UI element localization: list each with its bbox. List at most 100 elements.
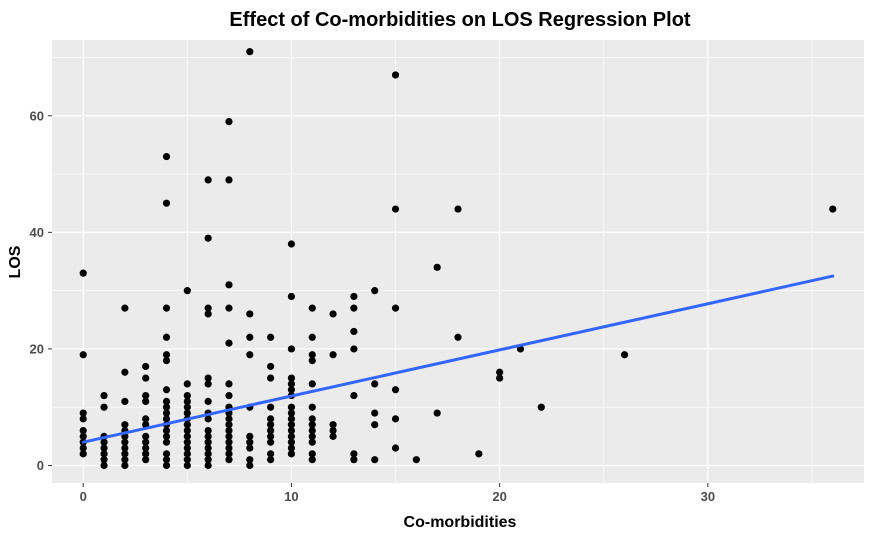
y-tick-label: 40: [30, 225, 44, 240]
data-point: [142, 397, 150, 405]
data-point: [204, 456, 212, 464]
data-point: [100, 438, 108, 446]
x-tick-label: 10: [284, 489, 298, 504]
data-point: [162, 356, 171, 365]
data-point: [225, 432, 233, 440]
data-point: [287, 380, 296, 388]
data-point: [475, 450, 483, 458]
data-point: [204, 415, 212, 423]
data-point: [308, 304, 316, 312]
data-point: [121, 456, 129, 464]
x-tick-label: 30: [701, 489, 715, 504]
data-point: [225, 456, 233, 464]
data-point: [308, 426, 316, 435]
data-point: [287, 432, 296, 440]
data-point: [454, 333, 462, 341]
data-point: [391, 386, 400, 394]
x-axis-title: Co-morbidities: [404, 514, 517, 531]
data-point: [183, 461, 191, 470]
data-point: [142, 456, 150, 464]
data-point: [829, 205, 837, 213]
data-point: [162, 461, 171, 470]
data-point: [183, 397, 191, 405]
data-point: [246, 351, 254, 359]
data-point: [183, 287, 191, 295]
data-point: [267, 426, 275, 435]
data-point: [121, 461, 129, 470]
data-point: [287, 438, 296, 446]
data-point: [267, 362, 275, 371]
data-point: [287, 409, 296, 417]
data-point: [287, 450, 296, 458]
data-point: [183, 409, 191, 417]
data-point: [121, 368, 129, 376]
data-point: [267, 432, 275, 440]
data-point: [225, 444, 233, 452]
data-point: [350, 292, 358, 301]
data-point: [371, 421, 379, 429]
data-point: [183, 380, 191, 388]
data-point: [121, 304, 129, 312]
data-point: [350, 450, 358, 458]
data-point: [267, 421, 275, 429]
data-point: [225, 281, 233, 289]
data-point: [225, 415, 233, 423]
data-point: [225, 304, 233, 312]
data-point: [204, 310, 212, 318]
data-point: [267, 415, 275, 423]
data-point: [391, 415, 400, 423]
data-point: [391, 71, 400, 79]
data-point: [496, 368, 504, 376]
data-point: [454, 205, 462, 213]
data-point: [350, 304, 358, 312]
data-point: [183, 391, 191, 400]
data-point: [204, 374, 212, 382]
data-point: [246, 333, 254, 341]
data-point: [225, 380, 233, 388]
data-point: [162, 351, 171, 359]
data-point: [287, 415, 296, 423]
data-point: [142, 444, 150, 452]
data-point: [246, 48, 254, 56]
data-point: [350, 327, 358, 336]
data-point: [391, 304, 400, 312]
data-point: [204, 438, 212, 446]
y-tick-label: 0: [37, 458, 44, 473]
data-point: [183, 421, 191, 429]
data-point: [183, 456, 191, 464]
data-point: [162, 450, 171, 458]
data-point: [287, 240, 296, 248]
data-point: [433, 409, 441, 417]
data-point: [142, 391, 150, 400]
data-point: [371, 409, 379, 417]
data-point: [142, 438, 150, 446]
data-point: [496, 374, 504, 382]
data-point: [142, 450, 150, 458]
data-point: [121, 438, 129, 446]
data-point: [204, 176, 212, 184]
data-point: [287, 444, 296, 452]
data-point: [308, 438, 316, 446]
data-point: [246, 461, 254, 470]
data-point: [142, 374, 150, 382]
data-point: [79, 415, 87, 423]
data-point: [79, 426, 87, 435]
data-point: [162, 432, 171, 440]
data-point: [162, 386, 171, 394]
data-point: [162, 415, 171, 423]
data-point: [246, 438, 254, 446]
data-point: [225, 426, 233, 435]
data-point: [287, 421, 296, 429]
data-point: [162, 438, 171, 446]
data-point: [433, 263, 441, 271]
data-point: [350, 345, 358, 353]
data-point: [204, 432, 212, 440]
data-point: [287, 386, 296, 394]
data-point: [308, 356, 316, 365]
data-point: [225, 438, 233, 446]
data-point: [162, 152, 171, 161]
data-point: [267, 333, 275, 341]
data-point: [79, 450, 87, 458]
data-point: [308, 456, 316, 464]
data-point: [246, 456, 254, 464]
